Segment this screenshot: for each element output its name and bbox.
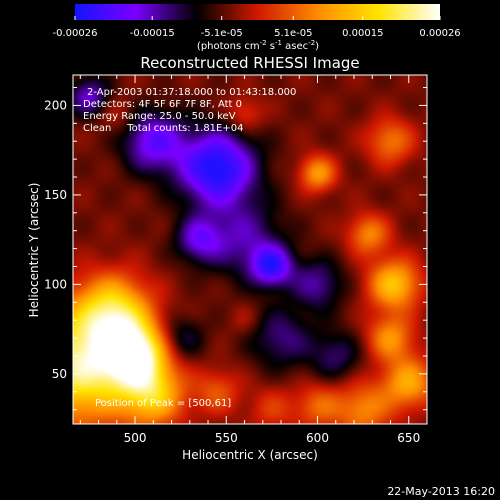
colorbar-unit-label: (photons cm-2 s-1 asec-2) xyxy=(197,39,319,52)
y-tick-label-2: 150 xyxy=(44,188,67,202)
y-tick-label-1: 100 xyxy=(44,277,67,291)
x-axis-label: Heliocentric X (arcsec) xyxy=(182,448,318,462)
colorbar xyxy=(75,4,440,20)
colorbar-tick-label-2: -5.1e-05 xyxy=(201,28,243,39)
colorbar-tick-label-5: 0.00026 xyxy=(419,28,460,39)
y-axis-label: Heliocentric Y (arcsec) xyxy=(27,183,41,318)
y-tick-label-0: 50 xyxy=(52,367,67,381)
colorbar-tick-label-4: 0.00015 xyxy=(342,28,383,39)
colorbar-tick-label-3: 5.1e-05 xyxy=(274,28,312,39)
plot-frame xyxy=(72,74,428,425)
x-tick-label-2: 600 xyxy=(306,431,329,445)
y-axis: 50 100 150 200 xyxy=(44,87,427,411)
annotation-energy-range: Energy Range: 25.0 - 50.0 keV xyxy=(83,111,236,122)
colorbar-ticks: -0.00026 -0.00015 -5.1e-05 5.1e-05 0.00015 0.… xyxy=(53,16,461,39)
colorbar-tick-label-1: -0.00015 xyxy=(130,28,175,39)
annotation-time-range: 2-Apr-2003 01:37:18.000 to 01:43:18.000 xyxy=(87,87,296,98)
x-tick-label-3: 650 xyxy=(397,431,420,445)
footer-date: 22-May-2013 16:20 xyxy=(387,485,495,498)
x-tick-label-0: 500 xyxy=(124,431,147,445)
colorbar-tick-label-0: -0.00026 xyxy=(53,28,98,39)
x-axis: 500 550 600 650 xyxy=(79,75,428,445)
annotation-detectors: Detectors: 4F 5F 6F 7F 8F, Att 0 xyxy=(83,99,242,110)
chart-title: Reconstructed RHESSI Image xyxy=(140,54,359,72)
annotation-clean-counts: Clean Total counts: 1.81E+04 xyxy=(83,123,243,134)
heatmap-raster xyxy=(73,75,427,424)
x-tick-label-1: 550 xyxy=(215,431,238,445)
heatmap-image xyxy=(73,75,427,424)
y-tick-label-3: 200 xyxy=(44,98,67,112)
peak-position-label: Position of Peak = [500,61] xyxy=(95,398,231,409)
